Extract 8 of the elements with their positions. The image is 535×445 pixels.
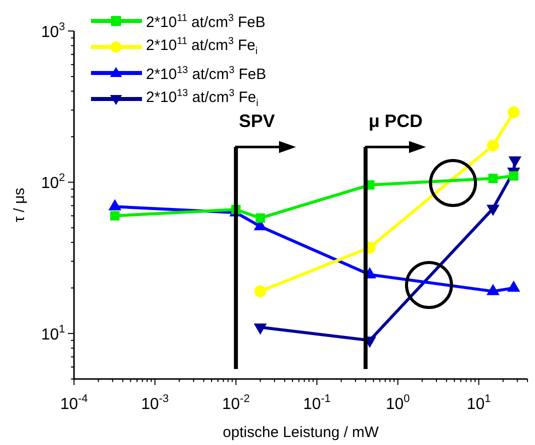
legend-label: 2*10$^{11}$ at/cm$^{3}$ Fe$_{i}$ [146,35,258,59]
legend-label: 2*10$^{13}$ at/cm$^{3}$ FeB [146,64,266,85]
ref-line-label: μ PCD [368,111,423,131]
ref-line-label: SPV [238,111,275,131]
y-axis-title: τ / μs [11,188,28,222]
legend-label: 2*10$^{13}$ at/cm$^{3}$ Fe$_{i}$ [146,88,258,109]
x-axis-title: optische Leistung / mW [222,424,380,441]
legend-label: 2*10$^{11}$ at/cm$^{3}$ FeB [146,12,266,33]
